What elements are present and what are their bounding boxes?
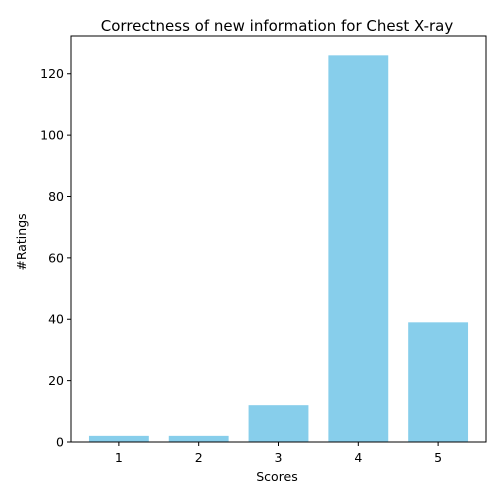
y-tick-label: 80 <box>48 189 64 204</box>
chart-title: Correctness of new information for Chest… <box>101 17 454 35</box>
y-tick-label: 40 <box>48 312 64 327</box>
y-tick-label: 120 <box>40 66 64 81</box>
x-tick-label: 2 <box>195 450 203 465</box>
x-tick-label: 4 <box>354 450 362 465</box>
bar-score-1 <box>88 435 149 442</box>
x-axis-title: Scores <box>256 469 298 484</box>
y-axis-title: #Ratings <box>14 213 29 270</box>
bar-score-5 <box>408 322 469 442</box>
y-tick-label: 100 <box>40 128 64 143</box>
bar-score-4 <box>328 55 389 442</box>
y-tick-label: 60 <box>48 250 64 265</box>
x-tick-label: 5 <box>434 450 442 465</box>
plot-area: 1 2 3 4 5 0 20 40 60 80 100 120 <box>40 35 487 465</box>
bar-score-2 <box>168 435 229 442</box>
x-tick-label: 3 <box>275 450 283 465</box>
x-tick-label: 1 <box>115 450 123 465</box>
y-tick-label: 0 <box>56 435 64 450</box>
bar-score-3 <box>248 405 309 442</box>
y-tick-label: 20 <box>48 373 64 388</box>
